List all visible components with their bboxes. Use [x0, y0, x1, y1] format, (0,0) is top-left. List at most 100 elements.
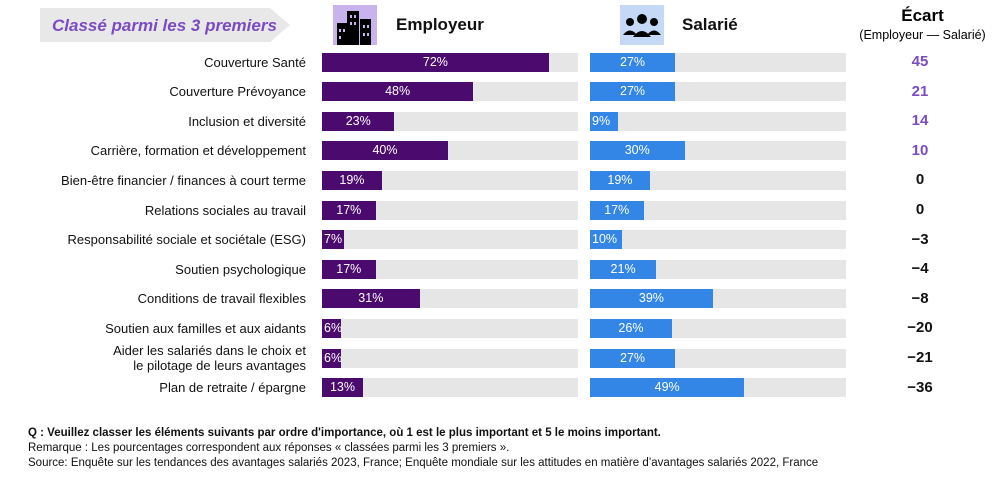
employer-bar-track: 72% — [322, 52, 578, 72]
bar-value-label: 27% — [620, 84, 646, 99]
employer-bar-track: 17% — [322, 200, 578, 220]
people-icon — [620, 5, 664, 45]
employee-bar-track: 17% — [590, 200, 846, 220]
gap-value: −3 — [911, 230, 929, 248]
employee-bar — [590, 289, 713, 309]
bar-value-label: 26% — [618, 320, 644, 335]
employer-bar-track: 7% — [322, 230, 578, 250]
employee-bar — [590, 230, 622, 250]
gap-value: 21 — [911, 82, 929, 100]
category-label: Couverture Prévoyance — [169, 84, 306, 100]
bar-value-label: 49% — [654, 380, 680, 395]
employee-bar-track: 49% — [590, 378, 846, 398]
employee-bar-track: 19% — [590, 170, 846, 190]
bar-value-label: 39% — [638, 291, 664, 306]
footer-question: Q : Veuillez classer les éléments suivan… — [28, 427, 661, 439]
employee-header: Salarié — [682, 15, 738, 34]
bar-value-label: 31% — [358, 291, 384, 306]
employer-bar — [322, 200, 376, 220]
employee-bar-track: 27% — [590, 52, 846, 72]
employer-bar — [322, 111, 395, 131]
employer-bar-track: 19% — [322, 170, 578, 190]
employer-bar-track: 17% — [322, 259, 578, 279]
bar-value-label: 72% — [422, 54, 448, 69]
employee-bar — [590, 378, 745, 398]
employee-bar-track: 10% — [590, 230, 846, 250]
gap-value: −20 — [907, 319, 933, 337]
employee-bar — [590, 52, 676, 72]
bar-value-label: 6% — [324, 320, 343, 335]
employer-bar — [322, 52, 549, 72]
category-label: Plan de retraite / épargne — [159, 380, 306, 396]
employer-bar-track: 48% — [322, 82, 578, 102]
bar-value-label: 19% — [607, 172, 633, 187]
bar-value-label: 40% — [372, 143, 398, 158]
employee-bar — [590, 200, 644, 220]
employer-bar — [322, 378, 363, 398]
employee-bar-track: 27% — [590, 82, 846, 102]
employer-bar — [322, 230, 345, 250]
category-label: Soutien psychologique — [175, 261, 306, 277]
employer-bar-track: 40% — [322, 141, 578, 161]
bar-value-label: 7% — [324, 232, 343, 247]
employer-header: Employeur — [396, 15, 484, 34]
bar-value-label: 17% — [336, 202, 362, 217]
gap-value: 0 — [915, 201, 925, 218]
gap-subheader: (Employeur — Salarié) — [859, 28, 986, 42]
employer-bar-track: 31% — [322, 289, 578, 309]
employer-bar-track: 13% — [322, 378, 578, 398]
employee-bar-track: 21% — [590, 259, 846, 279]
gap-value: −21 — [907, 349, 933, 366]
gap-value: 45 — [911, 53, 929, 70]
category-label: Couverture Santé — [204, 54, 306, 70]
bar-value-label: 21% — [610, 261, 636, 276]
employer-bar — [322, 82, 474, 102]
employee-bar-track: 30% — [590, 141, 846, 161]
gap-value: 14 — [911, 112, 929, 130]
category-label: Conditions de travail flexibles — [137, 291, 306, 307]
employer-bar-track: 23% — [322, 111, 578, 131]
ranking-tag-label: Classé parmi les 3 premiers — [52, 16, 277, 35]
category-label: Relations sociales au travail — [144, 202, 306, 218]
employer-bar-track: 6% — [322, 318, 578, 338]
employee-bar-track: 9% — [590, 111, 846, 131]
bar-value-label: 30% — [624, 143, 650, 158]
gap-value: 0 — [915, 171, 925, 189]
employee-bar-track: 39% — [590, 289, 846, 309]
bar-value-label: 27% — [620, 54, 646, 69]
gap-value: −36 — [907, 378, 933, 396]
bar-value-label: 17% — [336, 261, 362, 276]
employer-bar — [322, 170, 382, 190]
bar-value-label: 19% — [339, 172, 365, 187]
category-label: Soutien aux familles et aux aidants — [105, 320, 306, 336]
bar-value-label: 23% — [345, 113, 371, 128]
category-label: Responsabilité sociale et sociétale (ESG… — [67, 232, 306, 248]
category-label: Bien-être financier / finances à court t… — [61, 172, 306, 188]
employer-bar — [322, 141, 448, 161]
employee-bar — [590, 348, 676, 368]
employee-bar — [590, 259, 657, 279]
footer-note: Remarque : Les pourcentages corresponden… — [28, 442, 510, 454]
bar-value-label: 13% — [329, 380, 355, 395]
category-label: Inclusion et diversité — [188, 113, 306, 129]
employer-bar — [322, 259, 376, 279]
bar-value-label: 17% — [604, 202, 630, 217]
gap-header: Écart — [901, 6, 944, 25]
bar-value-label: 6% — [324, 350, 343, 365]
bar-value-label: 48% — [385, 84, 411, 99]
bar-value-label: 27% — [620, 350, 646, 365]
building-icon — [333, 5, 377, 45]
employee-bar — [590, 141, 685, 161]
employee-bar-track: 27% — [590, 348, 846, 368]
footer-source: Source: Enquête sur les tendances des av… — [28, 457, 819, 469]
employee-bar-track: 26% — [590, 318, 846, 338]
gap-value: −4 — [911, 260, 929, 278]
employer-bar — [322, 289, 420, 309]
bar-value-label: 10% — [592, 232, 618, 247]
category-label: Aider les salariés dans le choix et le p… — [113, 343, 306, 373]
category-label: Carrière, formation et développement — [90, 143, 306, 159]
employee-bar — [590, 318, 672, 338]
ranking-tag: Classé parmi les 3 premiers — [40, 8, 290, 42]
employee-bar — [590, 111, 619, 131]
